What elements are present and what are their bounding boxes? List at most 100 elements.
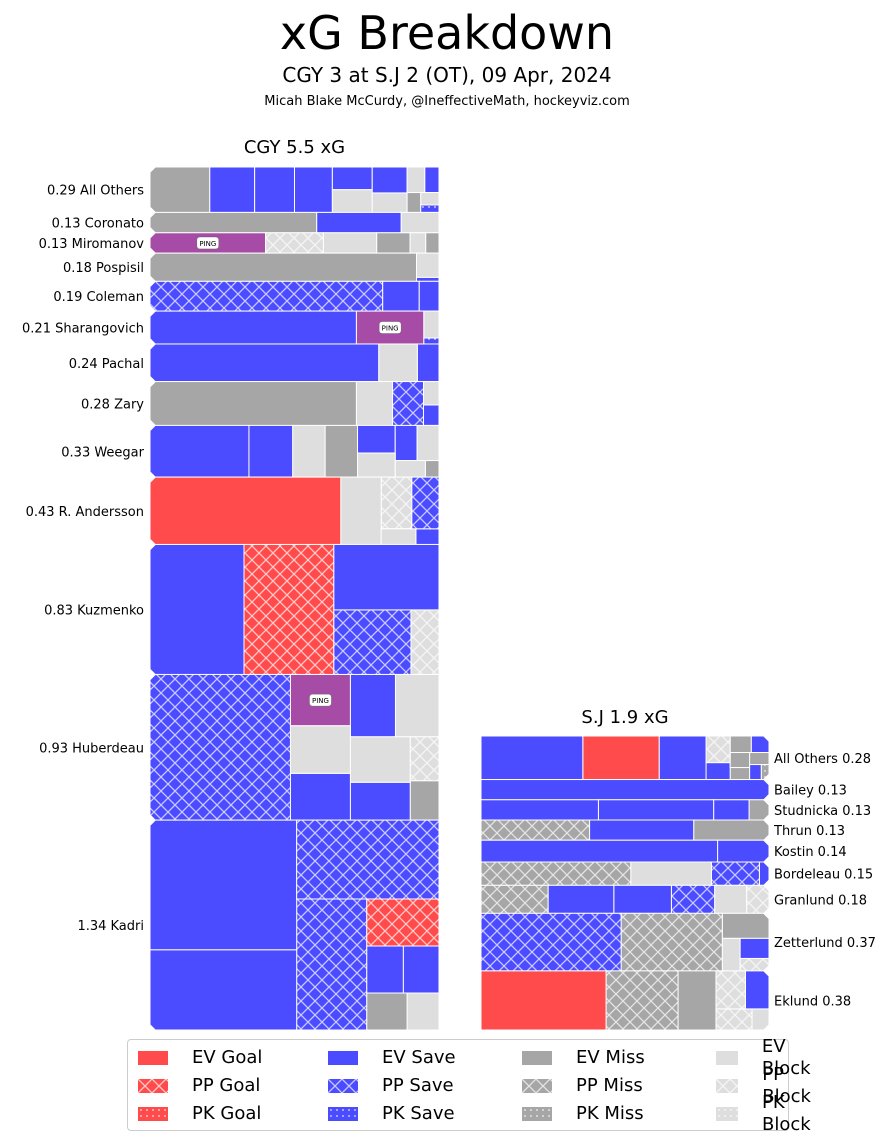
ev-save-shot (480, 779, 770, 801)
legend-label: PK Goal (192, 1103, 262, 1124)
ev-miss-shot (721, 912, 770, 939)
ev-save-shot (294, 166, 333, 213)
legend-label: PK Save (382, 1103, 455, 1124)
row-notch (150, 311, 156, 344)
legend-label: PP Save (382, 1075, 454, 1096)
ev-save-shot (613, 884, 672, 914)
player-label: 0.33 Weegar (61, 445, 144, 460)
legend-label: PP Goal (192, 1075, 261, 1096)
ev-save-shot (209, 166, 256, 213)
ev-block-shot (400, 211, 440, 234)
row-notch (763, 862, 769, 886)
row-notch (150, 425, 156, 478)
player-label: All Others 0.28 (774, 752, 871, 767)
ev-miss-shot (693, 819, 770, 841)
ev-block-shot (394, 460, 426, 478)
player-row: 0.43 R. Andersson (26, 476, 440, 545)
legend-item-pk-miss: PK Miss (516, 1102, 644, 1126)
ev-save-shot (248, 424, 294, 478)
ev-save-shot (750, 735, 770, 754)
player-label: 0.24 Pachal (69, 357, 144, 372)
ev-block-shot (423, 381, 440, 406)
legend-label: EV Block (761, 1036, 811, 1079)
pp-save-shot (149, 673, 291, 821)
row-notch (763, 779, 769, 800)
ev-save-shot (705, 762, 731, 781)
pp-block-shot (715, 1008, 753, 1031)
ev-save-shot (416, 343, 440, 383)
ev-save-shot (149, 343, 380, 383)
ev-miss-shot (748, 799, 770, 821)
ev-miss-shot (749, 752, 770, 766)
ev-save-shot (415, 528, 440, 545)
ev-goal-shot (480, 970, 607, 1031)
penalty-badge (378, 321, 402, 334)
ev-block-shot (380, 528, 417, 545)
ev-save-shot (382, 280, 420, 312)
legend-swatch (138, 1079, 168, 1093)
ev-save-shot (371, 166, 408, 194)
player-label: Bordeleau 0.15 (774, 868, 873, 883)
ev-miss-shot (149, 166, 211, 213)
player-row: 0.13 Coronato (52, 211, 440, 234)
ev-block-shot (721, 937, 741, 972)
player-row: Thrun 0.13 (480, 819, 845, 841)
player-label: 0.43 R. Andersson (26, 505, 144, 520)
pk-save-shot (423, 337, 440, 345)
ev-block-shot (406, 992, 440, 1031)
legend-item-pp-goal: PP Goal (132, 1074, 260, 1098)
ev-block-shot (292, 424, 326, 478)
chart-subtitle: CGY 3 at S.J 2 (OT), 09 Apr, 2024 (282, 63, 612, 87)
legend-item-ev-miss: EV Miss (516, 1046, 645, 1070)
ev-miss-shot (409, 780, 440, 821)
pp-save-shot (392, 381, 425, 426)
ev-block-shot (331, 189, 373, 213)
row-notch (150, 253, 156, 282)
ev-miss-shot (149, 252, 418, 282)
legend-swatch (328, 1051, 358, 1065)
pp-block-shot (410, 609, 440, 675)
ev-save-shot (394, 424, 418, 462)
ev-save-shot (349, 673, 396, 738)
player-row: Kostin 0.14 (480, 839, 847, 863)
row-notch (150, 381, 156, 426)
ev-block-shot (322, 232, 378, 254)
legend-swatch (138, 1107, 168, 1121)
ev-save-shot (149, 949, 298, 1031)
ev-save-shot (597, 799, 715, 821)
ev-save-shot (713, 799, 750, 821)
ev-miss-shot (424, 460, 440, 478)
penalty-label: PING (382, 325, 399, 333)
ev-block-shot (357, 452, 396, 478)
pp-block-shot (380, 476, 413, 530)
pp-save-shot (411, 476, 440, 530)
legend-swatch (522, 1079, 552, 1093)
chart-credit: Micah Blake McCurdy, @IneffectiveMath, h… (264, 94, 630, 109)
pp-miss-shot (480, 861, 632, 886)
ev-miss-shot (376, 232, 411, 254)
player-label: 0.13 Coronato (52, 217, 144, 232)
legend-item-pp-save: PP Save (322, 1074, 454, 1098)
player-label: 0.93 Huberdeau (39, 741, 144, 756)
pk-save-shot (420, 204, 440, 213)
player-row: PING 0.13 Miromanov (39, 232, 440, 254)
ev-save-shot (149, 310, 357, 345)
row-notch (150, 212, 156, 233)
legend-label: PP Miss (576, 1075, 643, 1096)
player-label: 0.19 Coleman (53, 290, 144, 305)
player-row: PING 0.93 Huberdeau (39, 673, 440, 821)
player-row: 0.18 Pospisil (63, 252, 440, 282)
ev-save-shot (254, 166, 295, 213)
ev-save-shot (547, 884, 615, 914)
player-row: Bordeleau 0.15 (480, 861, 873, 886)
ev-save-shot (658, 735, 707, 781)
ev-save-shot (349, 781, 411, 821)
ev-miss-shot (366, 992, 408, 1031)
pp-block-shot (409, 736, 440, 782)
legend-item-ev-block: EV Block (710, 1036, 819, 1079)
ev-miss-shot (324, 424, 359, 478)
ev-save-shot (149, 424, 250, 478)
legend-item-pk-save: PK Save (322, 1102, 455, 1126)
